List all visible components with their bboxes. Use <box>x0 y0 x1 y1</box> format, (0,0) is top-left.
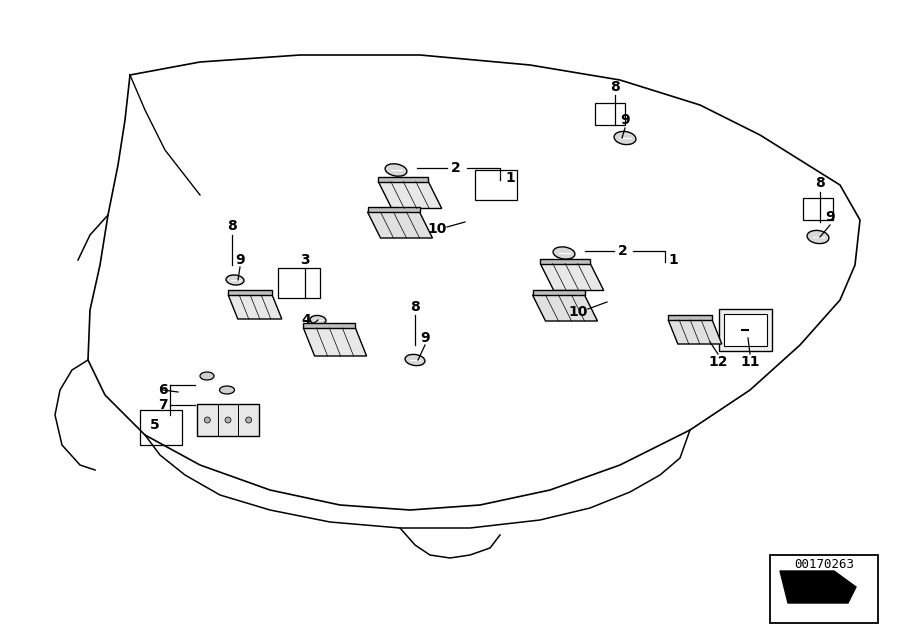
Ellipse shape <box>226 275 244 285</box>
Text: 6: 6 <box>158 383 167 397</box>
Text: 7: 7 <box>158 398 167 412</box>
Text: 8: 8 <box>410 300 420 314</box>
Text: 8: 8 <box>815 176 825 190</box>
Polygon shape <box>533 290 584 295</box>
Text: 9: 9 <box>620 113 630 127</box>
Text: 1: 1 <box>505 171 515 185</box>
Text: 1: 1 <box>668 253 678 267</box>
Ellipse shape <box>220 386 235 394</box>
Text: 8: 8 <box>227 219 237 233</box>
Polygon shape <box>303 328 366 356</box>
Text: 00170263: 00170263 <box>794 558 854 572</box>
Text: 10: 10 <box>428 222 446 236</box>
Polygon shape <box>229 290 272 295</box>
Text: 4: 4 <box>302 313 310 327</box>
Bar <box>278 268 320 298</box>
Bar <box>595 103 625 125</box>
Ellipse shape <box>200 372 214 380</box>
Ellipse shape <box>405 354 425 366</box>
Circle shape <box>204 417 211 423</box>
Bar <box>803 198 833 220</box>
Text: 10: 10 <box>568 305 588 319</box>
Ellipse shape <box>614 132 636 144</box>
Bar <box>770 555 878 623</box>
Bar <box>475 170 517 200</box>
Text: 9: 9 <box>420 331 430 345</box>
Text: 5: 5 <box>150 418 160 432</box>
Bar <box>140 410 182 445</box>
Ellipse shape <box>310 315 326 324</box>
Polygon shape <box>229 295 282 319</box>
Polygon shape <box>533 295 598 321</box>
Ellipse shape <box>554 247 575 259</box>
Polygon shape <box>378 181 442 209</box>
Polygon shape <box>668 315 712 320</box>
Polygon shape <box>668 320 722 344</box>
Circle shape <box>246 417 252 423</box>
Text: 9: 9 <box>825 210 835 224</box>
Bar <box>718 309 771 351</box>
Text: 2: 2 <box>618 244 628 258</box>
Bar <box>197 404 259 436</box>
Text: 8: 8 <box>610 80 620 94</box>
Polygon shape <box>378 177 428 181</box>
Text: 12: 12 <box>708 355 728 369</box>
Text: 9: 9 <box>235 253 245 267</box>
Polygon shape <box>540 258 590 263</box>
Polygon shape <box>303 323 356 328</box>
Ellipse shape <box>385 164 407 176</box>
Polygon shape <box>367 212 433 238</box>
Circle shape <box>225 417 231 423</box>
Polygon shape <box>780 571 856 603</box>
Bar <box>724 314 767 346</box>
Text: 11: 11 <box>740 355 760 369</box>
Text: 2: 2 <box>451 161 461 175</box>
Text: 3: 3 <box>301 253 310 267</box>
Ellipse shape <box>807 230 829 244</box>
Polygon shape <box>367 207 419 212</box>
Polygon shape <box>540 263 604 291</box>
